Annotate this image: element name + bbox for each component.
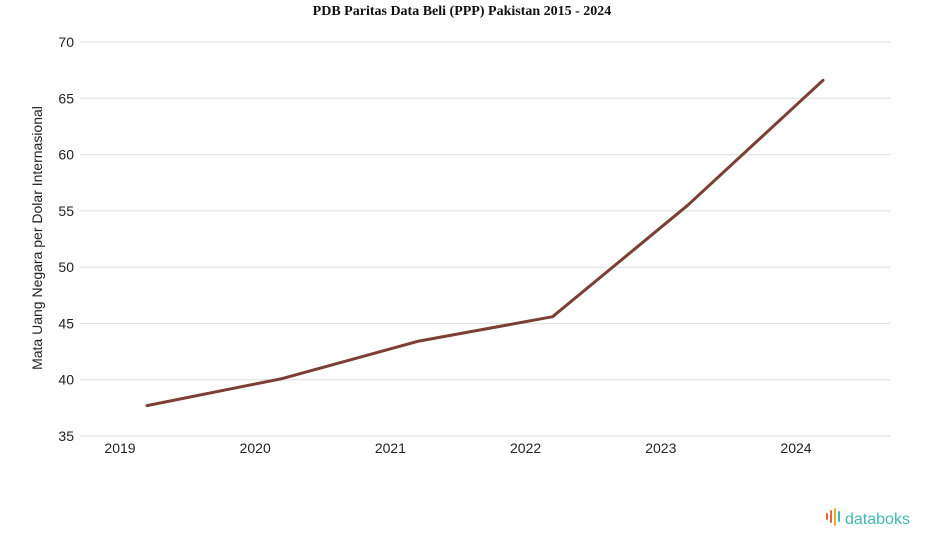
series-layer	[145, 78, 825, 408]
x-axis-ticks: 2019 2020 2021 2022 2023 2024	[104, 440, 811, 456]
logo-bar	[834, 508, 836, 526]
brand-name: databoks	[845, 511, 910, 528]
gridlines	[80, 41, 890, 437]
x-tick-label: 2024	[780, 440, 811, 456]
y-tick-label: 65	[58, 90, 74, 106]
y-tick-label: 70	[58, 34, 74, 50]
logo-bar	[826, 513, 828, 520]
logo-bar	[838, 511, 840, 522]
x-tick-label: 2022	[510, 440, 541, 456]
x-tick-label: 2019	[104, 440, 135, 456]
y-tick-label: 45	[58, 315, 74, 331]
chart-title: PDB Paritas Data Beli (PPP) Pakistan 201…	[313, 4, 612, 19]
y-tick-label: 55	[58, 203, 74, 219]
x-tick-label: 2020	[240, 440, 271, 456]
x-tick-label: 2023	[645, 440, 676, 456]
databoks-bars-icon	[826, 508, 840, 526]
y-tick-label: 35	[58, 428, 74, 444]
y-tick-label: 40	[58, 372, 74, 388]
databoks-logo[interactable]: databoks	[826, 508, 910, 528]
logo-bar	[830, 510, 832, 523]
series-line	[145, 78, 825, 408]
y-axis-label: Mata Uang Negara per Dolar Internasional	[29, 106, 45, 370]
y-tick-label: 50	[58, 259, 74, 275]
x-tick-label: 2021	[375, 440, 406, 456]
y-tick-label: 60	[58, 147, 74, 163]
y-axis-ticks: 35 40 45 50 55 60 65 70	[58, 34, 74, 444]
